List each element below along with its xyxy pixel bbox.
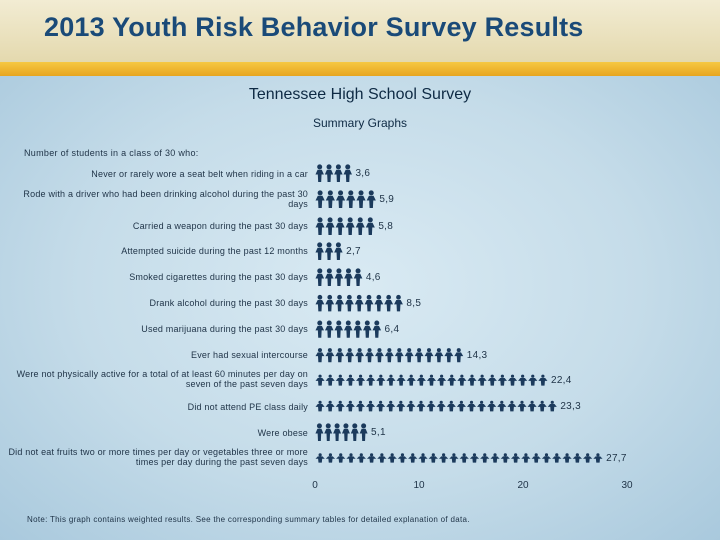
category-label: Ever had sexual intercourse xyxy=(191,350,308,360)
category-label: Did not attend PE class daily xyxy=(187,402,308,412)
data-label: 2,7 xyxy=(346,246,361,257)
data-label: 5,8 xyxy=(378,221,394,232)
bar-4 xyxy=(315,242,343,260)
title-banner: 2013 Youth Risk Behavior Survey Results xyxy=(0,0,720,62)
category-label: Attempted suicide during the past 12 mon… xyxy=(121,246,308,256)
category-label: Drank alcohol during the past 30 days xyxy=(149,298,308,308)
category-label: Did not eat fruits two or more times per… xyxy=(8,447,308,467)
bar-3 xyxy=(315,217,375,235)
bar-10 xyxy=(315,400,557,412)
category-label: Carried a weapon during the past 30 days xyxy=(132,221,308,231)
category-label: Smoked cigarettes during the past 30 day… xyxy=(129,272,308,282)
category-label: Were not physically active for a total o… xyxy=(16,369,308,389)
bar-5 xyxy=(315,268,363,286)
x-tick-label: 10 xyxy=(413,480,425,491)
footnote: Note: This graph contains weighted resul… xyxy=(27,515,470,524)
data-label: 6,4 xyxy=(384,324,400,335)
bar-12 xyxy=(315,453,603,463)
data-label: 4,6 xyxy=(365,272,381,283)
bar-8 xyxy=(315,348,464,363)
survey-subtitle: Summary Graphs xyxy=(312,116,408,130)
category-label: Were obese xyxy=(257,428,308,438)
bar-2 xyxy=(315,190,376,208)
intro-text: Number of students in a class of 30 who: xyxy=(24,148,199,158)
data-label: 14,3 xyxy=(466,350,488,361)
x-tick-label: 20 xyxy=(517,480,529,491)
bar-7 xyxy=(315,320,382,338)
x-tick-label: 30 xyxy=(621,480,633,491)
bar-1 xyxy=(315,164,352,182)
data-label: 3,6 xyxy=(355,168,371,179)
data-label: 8,5 xyxy=(406,298,422,309)
data-label: 27,7 xyxy=(606,453,627,464)
bar-9 xyxy=(315,374,548,386)
bar-11 xyxy=(315,423,368,441)
data-label: 5,9 xyxy=(379,194,395,205)
page-title: 2013 Youth Risk Behavior Survey Results xyxy=(44,12,584,42)
accent-bar xyxy=(0,62,720,76)
survey-title: Tennessee High School Survey xyxy=(248,86,472,103)
category-label: Rode with a driver who had been drinking… xyxy=(23,189,308,209)
data-label: 5,1 xyxy=(371,427,386,438)
category-label: Never or rarely wore a seat belt when ri… xyxy=(91,169,308,179)
data-label: 22,4 xyxy=(550,375,572,386)
data-label: 23,3 xyxy=(560,401,581,412)
category-label: Used marijuana during the past 30 days xyxy=(141,324,308,334)
x-tick-label: 0 xyxy=(312,480,318,491)
bar-6 xyxy=(315,294,403,312)
